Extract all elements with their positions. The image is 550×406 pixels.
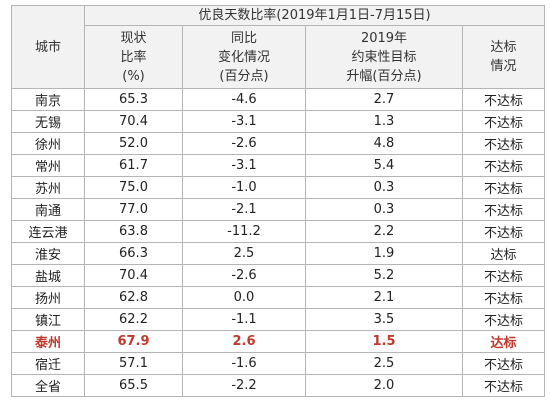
table-row: 泰州 67.9 2.6 1.5 达标 [11,330,545,353]
cell-yoy-change: -2.6 [182,264,306,287]
cell-target: 2.2 [305,220,463,243]
cell-status: 不达标 [462,308,545,331]
cell-city: 盐城 [11,264,85,287]
cell-target: 3.5 [305,308,463,331]
table-row: 徐州 52.0 -2.6 4.8 不达标 [11,132,545,155]
cell-yoy-change: -3.1 [182,110,306,133]
cell-city: 苏州 [11,176,85,199]
table-row: 常州 61.7 -3.1 5.4 不达标 [11,154,545,177]
cell-status: 不达标 [462,132,545,155]
cell-yoy-change: -1.0 [182,176,306,199]
header-city: 城市 [11,5,85,89]
cell-status: 达标 [462,330,545,353]
cell-status: 不达标 [462,352,545,375]
cell-status: 不达标 [462,264,545,287]
cell-city: 常州 [11,154,85,177]
cell-city: 连云港 [11,220,85,243]
cell-target: 5.2 [305,264,463,287]
cell-current-rate: 57.1 [84,352,183,375]
cell-yoy-change: -3.1 [182,154,306,177]
cell-target: 2.0 [305,374,463,397]
cell-current-rate: 65.3 [84,88,183,111]
cell-city: 无锡 [11,110,85,133]
cell-yoy-change: 2.5 [182,242,306,265]
cell-yoy-change: 0.0 [182,286,306,309]
cell-target: 5.4 [305,154,463,177]
table-row: 扬州 62.8 0.0 2.1 不达标 [11,286,545,309]
cell-yoy-change: -4.6 [182,88,306,111]
cell-target: 2.7 [305,88,463,111]
header-status: 达标 情况 [462,25,545,89]
cell-target: 1.5 [305,330,463,353]
header-target: 2019年 约束性目标 升幅(百分点) [305,25,463,89]
cell-target: 0.3 [305,198,463,221]
cell-current-rate: 61.7 [84,154,183,177]
cell-city: 扬州 [11,286,85,309]
cell-city: 南通 [11,198,85,221]
cell-yoy-change: -1.6 [182,352,306,375]
cell-city: 宿迁 [11,352,85,375]
table-row: 盐城 70.4 -2.6 5.2 不达标 [11,264,545,287]
cell-city: 泰州 [11,330,85,353]
cell-target: 1.3 [305,110,463,133]
table-row: 淮安 66.3 2.5 1.9 达标 [11,242,545,265]
cell-city: 淮安 [11,242,85,265]
cell-current-rate: 77.0 [84,198,183,221]
table-row: 南京 65.3 -4.6 2.7 不达标 [11,88,545,111]
cell-status: 不达标 [462,286,545,309]
header-group-title: 优良天数比率(2019年1月1日-7月15日) [84,5,545,26]
cell-status: 达标 [462,242,545,265]
cell-current-rate: 70.4 [84,110,183,133]
cell-current-rate: 66.3 [84,242,183,265]
cell-current-rate: 63.8 [84,220,183,243]
cell-current-rate: 62.2 [84,308,183,331]
cell-yoy-change: -2.6 [182,132,306,155]
cell-current-rate: 70.4 [84,264,183,287]
air-quality-table: 城市 优良天数比率(2019年1月1日-7月15日) 现状 比率 (%) 同比 … [11,5,545,397]
cell-city: 徐州 [11,132,85,155]
cell-target: 2.1 [305,286,463,309]
cell-current-rate: 75.0 [84,176,183,199]
cell-target: 0.3 [305,176,463,199]
table-row: 全省 65.5 -2.2 2.0 不达标 [11,374,545,397]
cell-current-rate: 62.8 [84,286,183,309]
cell-yoy-change: -2.1 [182,198,306,221]
cell-city: 南京 [11,88,85,111]
cell-current-rate: 65.5 [84,374,183,397]
cell-target: 1.9 [305,242,463,265]
cell-current-rate: 67.9 [84,330,183,353]
table-row: 宿迁 57.1 -1.6 2.5 不达标 [11,352,545,375]
table-row: 苏州 75.0 -1.0 0.3 不达标 [11,176,545,199]
cell-yoy-change: -1.1 [182,308,306,331]
cell-yoy-change: 2.6 [182,330,306,353]
table-row: 无锡 70.4 -3.1 1.3 不达标 [11,110,545,133]
cell-yoy-change: -11.2 [182,220,306,243]
cell-yoy-change: -2.2 [182,374,306,397]
cell-status: 不达标 [462,88,545,111]
cell-target: 4.8 [305,132,463,155]
cell-status: 不达标 [462,154,545,177]
cell-current-rate: 52.0 [84,132,183,155]
table-row: 南通 77.0 -2.1 0.3 不达标 [11,198,545,221]
header-current-rate: 现状 比率 (%) [84,25,183,89]
table-body: 南京 65.3 -4.6 2.7 不达标 无锡 70.4 -3.1 1.3 不达标 徐州 52.0 -2… [11,88,545,397]
cell-status: 不达标 [462,110,545,133]
cell-status: 不达标 [462,176,545,199]
cell-status: 不达标 [462,198,545,221]
cell-city: 镇江 [11,308,85,331]
cell-status: 不达标 [462,374,545,397]
header-yoy-change: 同比 变化情况 (百分点) [182,25,306,89]
table-row: 镇江 62.2 -1.1 3.5 不达标 [11,308,545,331]
table-row: 连云港 63.8 -11.2 2.2 不达标 [11,220,545,243]
cell-status: 不达标 [462,220,545,243]
cell-city: 全省 [11,374,85,397]
cell-target: 2.5 [305,352,463,375]
